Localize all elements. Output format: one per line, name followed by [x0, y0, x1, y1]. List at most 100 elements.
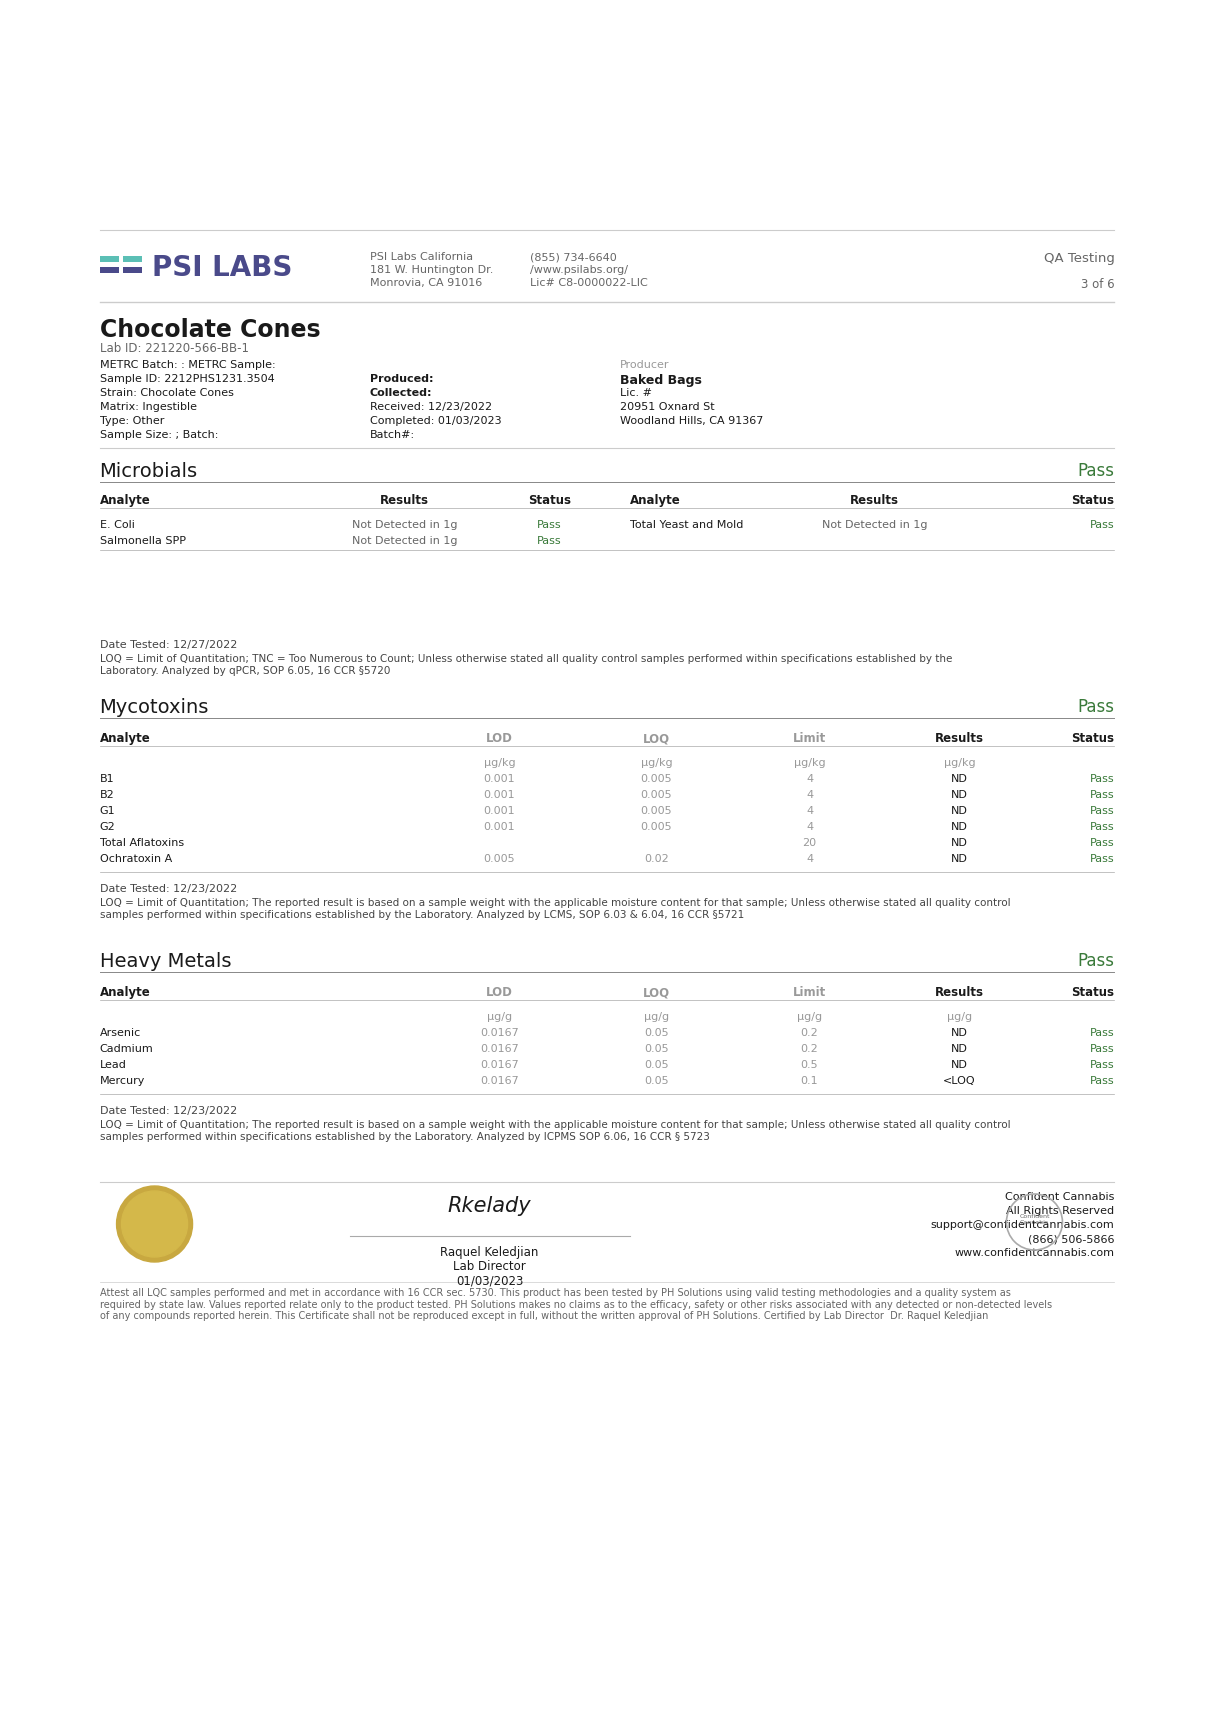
Text: Received: 12/23/2022: Received: 12/23/2022 — [369, 402, 492, 412]
Text: 0.0167: 0.0167 — [481, 1076, 518, 1086]
FancyBboxPatch shape — [123, 268, 142, 273]
FancyBboxPatch shape — [100, 268, 119, 273]
Text: Pass: Pass — [1078, 698, 1114, 716]
Text: Baked Bags: Baked Bags — [619, 374, 702, 388]
Text: ND: ND — [951, 822, 968, 832]
Text: Date Tested: 12/23/2022: Date Tested: 12/23/2022 — [100, 884, 237, 894]
Text: 4: 4 — [806, 789, 813, 800]
Text: HEAVY
METALS: HEAVY METALS — [136, 1217, 172, 1236]
Text: Lic# C8-0000022-LIC: Lic# C8-0000022-LIC — [529, 278, 647, 288]
Text: Woodland Hills, CA 91367: Woodland Hills, CA 91367 — [619, 415, 762, 426]
Text: LOD: LOD — [486, 733, 514, 745]
Text: ND: ND — [951, 837, 968, 848]
Text: 0.001: 0.001 — [483, 807, 516, 817]
Text: Pass: Pass — [1090, 837, 1114, 848]
Text: 0.1: 0.1 — [801, 1076, 818, 1086]
Text: μg/kg: μg/kg — [483, 758, 516, 769]
Text: 4: 4 — [806, 807, 813, 817]
Text: Lead: Lead — [100, 1060, 126, 1071]
Text: Pass: Pass — [1090, 807, 1114, 817]
Text: 4: 4 — [806, 774, 813, 784]
Text: Pass: Pass — [1090, 1060, 1114, 1071]
Text: Strain: Chocolate Cones: Strain: Chocolate Cones — [100, 388, 233, 398]
Text: <LOQ: <LOQ — [943, 1076, 976, 1086]
Text: Pass: Pass — [1090, 789, 1114, 800]
Circle shape — [117, 1186, 193, 1261]
Text: G2: G2 — [100, 822, 115, 832]
Text: QA Testing: QA Testing — [1044, 252, 1114, 264]
Text: 01/03/2023: 01/03/2023 — [456, 1273, 523, 1287]
Text: Arsenic: Arsenic — [100, 1028, 141, 1038]
Text: Producer: Producer — [619, 360, 669, 371]
Text: LOQ = Limit of Quantitation; The reported result is based on a sample weight wit: LOQ = Limit of Quantitation; The reporte… — [100, 897, 1010, 920]
Text: μg/kg: μg/kg — [794, 758, 826, 769]
Text: Salmonella SPP: Salmonella SPP — [100, 535, 186, 546]
Text: Date Tested: 12/23/2022: Date Tested: 12/23/2022 — [100, 1107, 237, 1115]
Text: PSI LABS: PSI LABS — [152, 254, 291, 281]
Text: Chocolate Cones: Chocolate Cones — [100, 317, 320, 341]
Text: ND: ND — [951, 807, 968, 817]
Text: Pass: Pass — [1090, 1076, 1114, 1086]
Text: www.confidentcannabis.com: www.confidentcannabis.com — [954, 1248, 1114, 1258]
Text: (866) 506-5866: (866) 506-5866 — [1028, 1234, 1114, 1244]
Circle shape — [121, 1191, 187, 1258]
Text: μg/g: μg/g — [947, 1012, 972, 1023]
Text: μg/g: μg/g — [643, 1012, 669, 1023]
Text: Date Tested: 12/27/2022: Date Tested: 12/27/2022 — [100, 640, 237, 650]
Text: Pass: Pass — [1090, 855, 1114, 863]
FancyBboxPatch shape — [100, 256, 119, 263]
Text: Pass: Pass — [1090, 822, 1114, 832]
Text: LOD: LOD — [486, 987, 514, 999]
Text: Analyte: Analyte — [100, 733, 151, 745]
Text: Mercury: Mercury — [100, 1076, 144, 1086]
Text: 0.05: 0.05 — [645, 1043, 669, 1054]
Text: Ochratoxin A: Ochratoxin A — [100, 855, 172, 863]
Text: Not Detected in 1g: Not Detected in 1g — [352, 520, 458, 530]
Text: 181 W. Huntington Dr.: 181 W. Huntington Dr. — [369, 264, 493, 275]
Text: Total Yeast and Mold: Total Yeast and Mold — [630, 520, 743, 530]
Text: Lab Director: Lab Director — [453, 1260, 526, 1273]
Text: Rkelady: Rkelady — [448, 1196, 532, 1217]
Text: LOQ = Limit of Quantitation; The reported result is based on a sample weight wit: LOQ = Limit of Quantitation; The reporte… — [100, 1121, 1010, 1141]
Text: Results: Results — [380, 494, 429, 506]
Text: 0.0167: 0.0167 — [481, 1028, 518, 1038]
Text: METRC Batch: : METRC Sample:: METRC Batch: : METRC Sample: — [100, 360, 276, 371]
Text: 0.005: 0.005 — [641, 774, 673, 784]
Text: 0.0167: 0.0167 — [481, 1043, 518, 1054]
Text: Pass: Pass — [1090, 1043, 1114, 1054]
Text: Type: Other: Type: Other — [100, 415, 164, 426]
Text: 0.005: 0.005 — [641, 807, 673, 817]
Text: /www.psilabs.org/: /www.psilabs.org/ — [529, 264, 628, 275]
Text: 0.2: 0.2 — [801, 1043, 818, 1054]
Text: Pass: Pass — [1090, 774, 1114, 784]
Text: Produced:: Produced: — [369, 374, 433, 384]
Text: E. Coli: E. Coli — [100, 520, 135, 530]
Text: 4: 4 — [806, 855, 813, 863]
Text: 20: 20 — [802, 837, 817, 848]
Text: Monrovia, CA 91016: Monrovia, CA 91016 — [369, 278, 482, 288]
Text: 0.005: 0.005 — [641, 822, 673, 832]
Text: Results: Results — [935, 987, 985, 999]
Text: 0.001: 0.001 — [483, 774, 516, 784]
Text: Matrix: Ingestible: Matrix: Ingestible — [100, 402, 197, 412]
Text: PSI Labs California: PSI Labs California — [369, 252, 472, 263]
Text: Lic. #: Lic. # — [619, 388, 652, 398]
Text: Mycotoxins: Mycotoxins — [100, 698, 209, 717]
Text: Analyte: Analyte — [100, 987, 151, 999]
Text: ND: ND — [951, 1043, 968, 1054]
Text: Pass: Pass — [1090, 520, 1114, 530]
Text: All Rights Reserved: All Rights Reserved — [1006, 1206, 1114, 1217]
Text: Completed: 01/03/2023: Completed: 01/03/2023 — [369, 415, 501, 426]
Text: Total Aflatoxins: Total Aflatoxins — [100, 837, 183, 848]
Text: B2: B2 — [100, 789, 114, 800]
Text: ND: ND — [951, 855, 968, 863]
Text: Analyte: Analyte — [630, 494, 680, 506]
Text: Limit: Limit — [793, 733, 827, 745]
Text: ND: ND — [951, 1060, 968, 1071]
Text: (855) 734-6640: (855) 734-6640 — [529, 252, 617, 263]
Text: 20951 Oxnard St: 20951 Oxnard St — [619, 402, 714, 412]
Text: Collected:: Collected: — [369, 388, 432, 398]
Text: 0.05: 0.05 — [645, 1076, 669, 1086]
Text: LOQ: LOQ — [643, 733, 670, 745]
Text: ND: ND — [951, 789, 968, 800]
